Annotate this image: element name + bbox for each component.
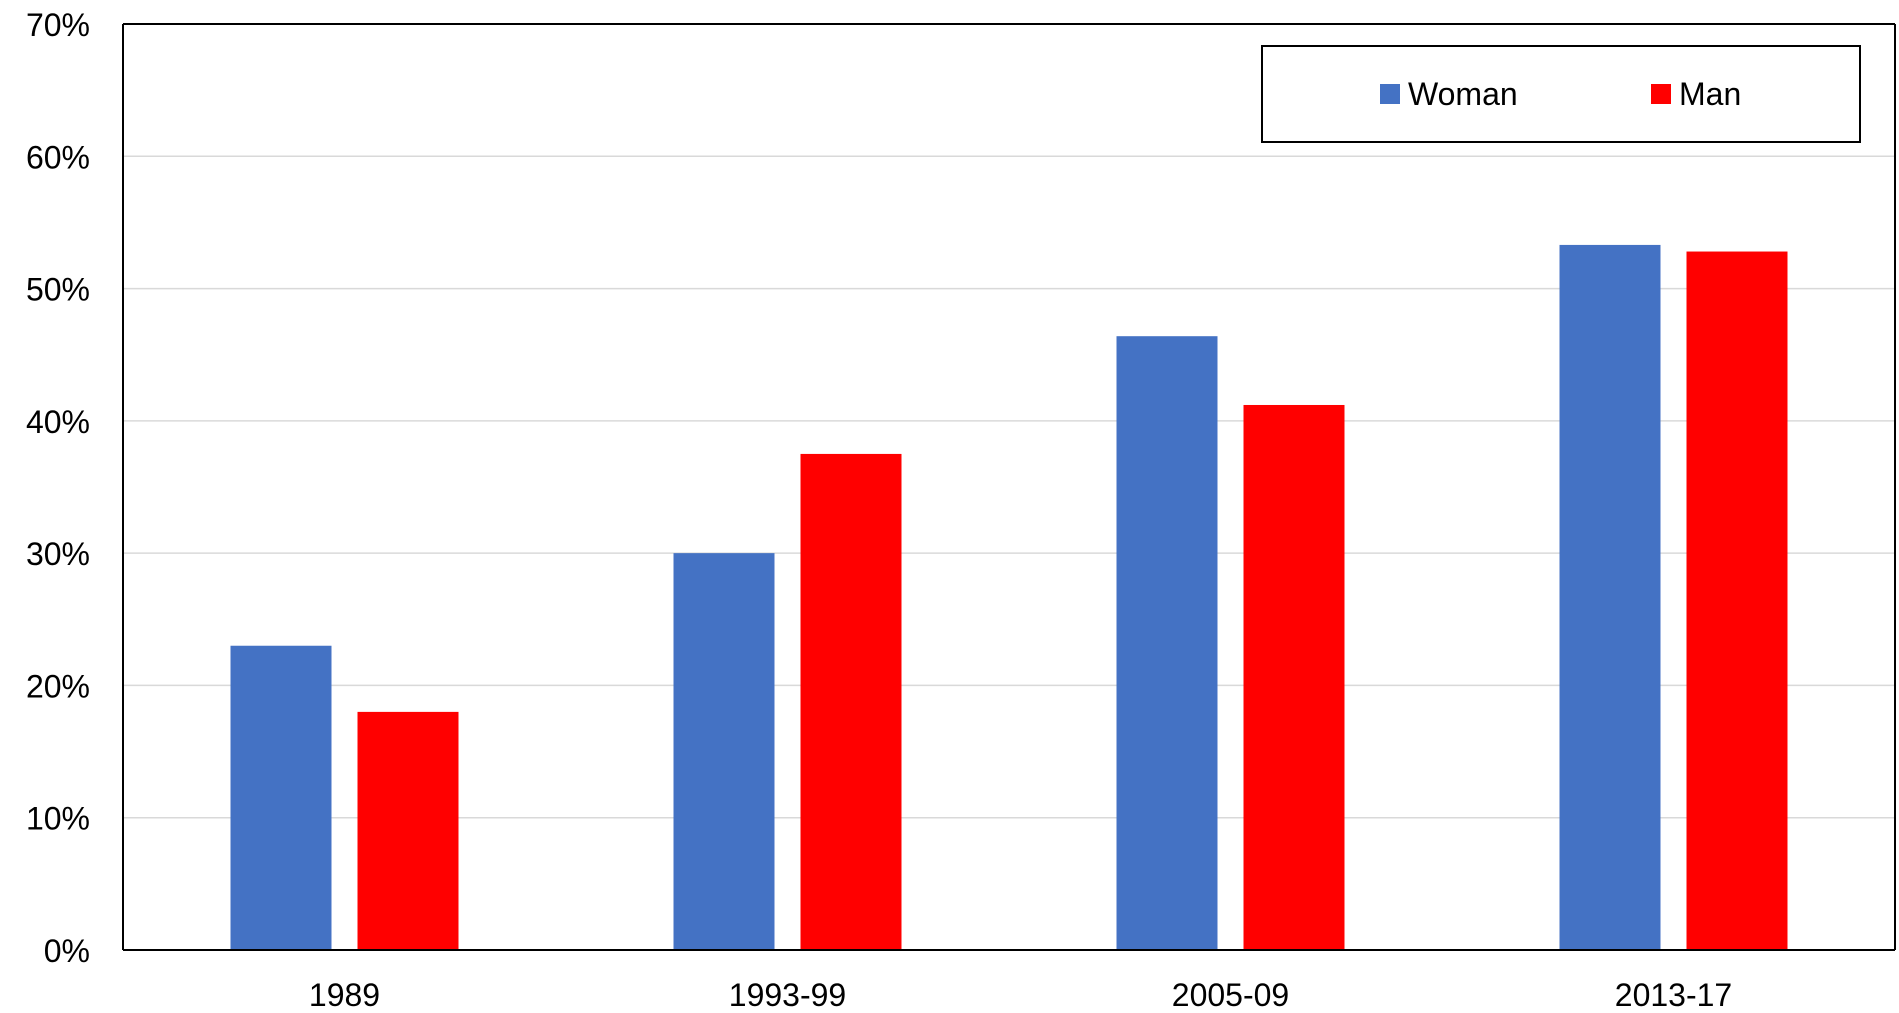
y-tick-label: 20% bbox=[26, 668, 90, 704]
x-category-label: 1989 bbox=[309, 977, 380, 1013]
bar-man-2013-17 bbox=[1686, 251, 1788, 950]
y-tick-labels: 0% 10% 20% 30% 40% 50% 60% 70% bbox=[26, 7, 90, 969]
legend-label-woman: Woman bbox=[1408, 76, 1518, 112]
legend-box bbox=[1261, 45, 1861, 143]
y-tick-label: 10% bbox=[26, 801, 90, 837]
x-category-labels: 1989 1993-99 2005-09 2013-17 bbox=[309, 977, 1732, 1013]
x-category-label: 1993-99 bbox=[729, 977, 846, 1013]
x-category-label: 2013-17 bbox=[1615, 977, 1732, 1013]
legend: Woman Man bbox=[1261, 45, 1861, 143]
bar-man-1989 bbox=[357, 711, 459, 950]
y-tick-label: 30% bbox=[26, 536, 90, 572]
x-category-label: 2005-09 bbox=[1172, 977, 1289, 1013]
bars bbox=[230, 244, 1788, 951]
y-tick-label: 70% bbox=[26, 7, 90, 43]
bar-woman-2005-09 bbox=[1116, 336, 1218, 950]
legend-swatch-woman bbox=[1380, 84, 1400, 104]
bar-woman-1989 bbox=[230, 645, 332, 950]
bar-woman-2013-17 bbox=[1559, 244, 1661, 951]
y-tick-label: 40% bbox=[26, 404, 90, 440]
legend-swatch-man bbox=[1651, 84, 1671, 104]
y-tick-label: 60% bbox=[26, 139, 90, 175]
bar-man-1993-99 bbox=[800, 453, 902, 950]
axes bbox=[122, 23, 1896, 951]
y-tick-label: 50% bbox=[26, 272, 90, 308]
y-tick-label: 0% bbox=[44, 933, 90, 969]
bar-man-2005-09 bbox=[1243, 404, 1345, 950]
bar-woman-1993-99 bbox=[673, 553, 775, 950]
legend-label-man: Man bbox=[1679, 76, 1741, 112]
